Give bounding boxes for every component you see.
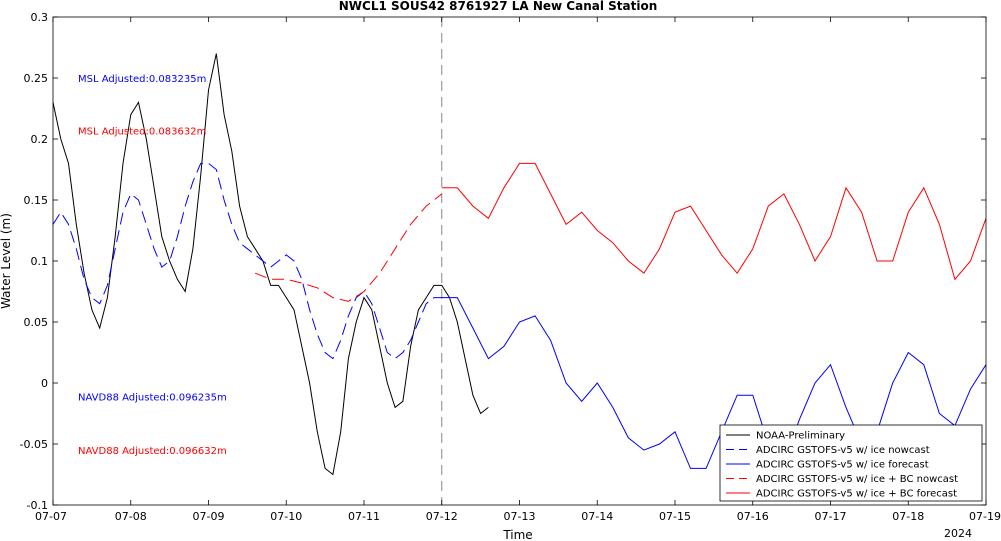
legend — [719, 424, 983, 502]
y-tick-label: 0.15 — [24, 194, 49, 207]
x-tick-label: 07-10 — [270, 510, 302, 523]
y-tick-label: 0.3 — [31, 11, 49, 24]
y-tick-label: 0.25 — [24, 72, 49, 85]
series-line-2 — [441, 297, 987, 469]
x-tick-label: 07-13 — [504, 510, 536, 523]
x-tick-label: 07-12 — [426, 510, 458, 523]
y-tick-label: 0 — [41, 377, 48, 390]
datum-annotation: MSL Adjusted:0.083235m — [78, 74, 206, 85]
x-tick-label: 07-09 — [193, 510, 225, 523]
x-tick-label: 07-17 — [815, 510, 847, 523]
series-line-1 — [52, 162, 442, 360]
x-tick-label: 07-07 — [35, 510, 67, 523]
plot-area — [53, 17, 986, 505]
y-tick-label: 0.1 — [31, 255, 49, 268]
series-line-0 — [52, 53, 489, 476]
x-tick-label: 07-18 — [892, 510, 924, 523]
x-tick-label: 07-15 — [659, 510, 691, 523]
legend-label: ADCIRC GSTOFS-v5 w/ ice forecast — [756, 460, 929, 471]
x-tick-label: 07-16 — [737, 510, 769, 523]
legend-label: ADCIRC GSTOFS-v5 w/ ice + BC nowcast — [756, 474, 958, 485]
y-axis-label: Water Level (m) — [0, 213, 13, 309]
x-axis-label: Time — [502, 528, 532, 541]
series-line-3 — [255, 193, 443, 302]
y-tick-label: 0.05 — [24, 316, 49, 329]
year-label: 2024 — [944, 527, 972, 540]
legend-label: ADCIRC GSTOFS-v5 w/ ice nowcast — [756, 445, 930, 456]
x-tick-label: 07-14 — [581, 510, 613, 523]
legend-label: NOAA-Preliminary — [756, 431, 845, 442]
datum-annotation: NAVD88 Adjusted:0.096235m — [78, 392, 227, 403]
datum-annotation: NAVD88 Adjusted:0.096632m — [78, 446, 227, 457]
y-tick-label: -0.05 — [20, 438, 48, 451]
x-tick-label: 07-19 — [969, 510, 1001, 523]
x-tick-label: 07-11 — [348, 510, 380, 523]
datum-annotation: MSL Adjusted:0.083632m — [78, 126, 206, 137]
y-tick-label: 0.2 — [31, 133, 49, 146]
series-line-4 — [441, 162, 987, 281]
y-tick-label: -0.1 — [27, 499, 48, 512]
x-tick-label: 07-08 — [115, 510, 147, 523]
chart-title: NWCL1 SOUS42 8761927 LA New Canal Statio… — [339, 0, 658, 13]
legend-label: ADCIRC GSTOFS-v5 w/ ice + BC forecast — [756, 489, 957, 500]
